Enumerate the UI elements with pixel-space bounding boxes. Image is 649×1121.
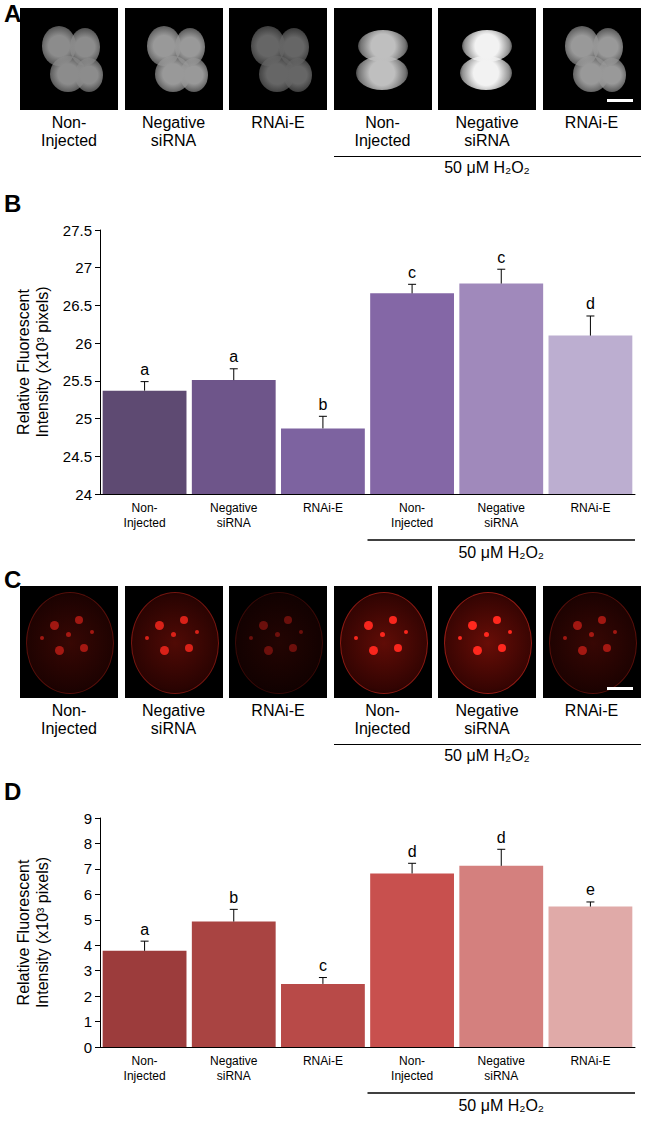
html-text:RNAi-E: RNAi-E bbox=[251, 114, 305, 131]
svg-text:Injected: Injected bbox=[124, 1069, 166, 1083]
html-text:B: B bbox=[4, 190, 22, 217]
svg-text:e: e bbox=[586, 881, 595, 898]
html-text:Non- Injected: Non- Injected bbox=[41, 702, 97, 737]
svg-text:Negative: Negative bbox=[478, 1054, 526, 1068]
svg-text:8: 8 bbox=[84, 835, 92, 852]
svg-text:RNAi-E: RNAi-E bbox=[303, 1054, 343, 1068]
svg-text:7: 7 bbox=[84, 860, 92, 877]
svg-text:2: 2 bbox=[84, 988, 92, 1005]
svg-text:RNAi-E: RNAi-E bbox=[303, 501, 343, 515]
svg-text:Non-: Non- bbox=[399, 1054, 425, 1068]
svg-text:50 μM H₂O₂: 50 μM H₂O₂ bbox=[458, 544, 544, 561]
svg-text:siRNA: siRNA bbox=[484, 1069, 518, 1083]
svg-text:Injected: Injected bbox=[391, 1069, 433, 1083]
svg-text:Relative Fluorescent: Relative Fluorescent bbox=[15, 859, 32, 1005]
svg-text:4: 4 bbox=[84, 937, 92, 954]
svg-text:a: a bbox=[140, 921, 149, 938]
svg-text:siRNA: siRNA bbox=[217, 1069, 251, 1083]
svg-text:Non-: Non- bbox=[132, 1054, 158, 1068]
svg-text:b: b bbox=[229, 889, 238, 906]
svg-text:RNAi-E: RNAi-E bbox=[570, 1054, 610, 1068]
svg-text:6: 6 bbox=[84, 886, 92, 903]
svg-text:24: 24 bbox=[75, 486, 92, 503]
html-text:RNAi-E: RNAi-E bbox=[564, 702, 619, 719]
html-text:C: C bbox=[4, 566, 22, 593]
html-text:Negative siRNA: Negative siRNA bbox=[141, 702, 206, 737]
html-text:Non- Injected: Non- Injected bbox=[41, 114, 97, 149]
html-text:A: A bbox=[4, 0, 22, 27]
html-text:RNAi-E: RNAi-E bbox=[251, 702, 305, 719]
svg-text:Non-: Non- bbox=[132, 501, 158, 515]
svg-text:b: b bbox=[318, 396, 327, 413]
svg-text:9: 9 bbox=[84, 810, 92, 827]
svg-text:RNAi-E: RNAi-E bbox=[570, 501, 610, 515]
html-text:RNAi-E: RNAi-E bbox=[564, 114, 619, 131]
svg-text:24.5: 24.5 bbox=[63, 448, 92, 465]
svg-text:0: 0 bbox=[84, 1039, 92, 1056]
svg-text:siRNA: siRNA bbox=[217, 516, 251, 530]
svg-text:Negative: Negative bbox=[478, 501, 526, 515]
svg-text:25.5: 25.5 bbox=[63, 372, 92, 389]
svg-text:26.5: 26.5 bbox=[63, 297, 92, 314]
html-text:Negative siRNA: Negative siRNA bbox=[455, 702, 519, 737]
svg-text:Relative Fluorescent: Relative Fluorescent bbox=[15, 289, 32, 435]
svg-text:d: d bbox=[586, 295, 595, 312]
svg-text:siRNA: siRNA bbox=[484, 516, 518, 530]
html-text:D: D bbox=[4, 778, 22, 805]
svg-text:a: a bbox=[140, 361, 149, 378]
svg-text:26: 26 bbox=[75, 335, 92, 352]
svg-text:Negative: Negative bbox=[210, 501, 258, 515]
svg-text:d: d bbox=[408, 843, 417, 860]
svg-text:Injected: Injected bbox=[391, 516, 433, 530]
svg-text:27.5: 27.5 bbox=[63, 222, 92, 239]
html-text:50 μM H₂O₂: 50 μM H₂O₂ bbox=[444, 159, 530, 176]
svg-text:25: 25 bbox=[75, 410, 92, 427]
svg-text:c: c bbox=[408, 264, 416, 281]
html-text:Non- Injected: Non- Injected bbox=[354, 702, 411, 737]
svg-text:Non-: Non- bbox=[399, 501, 425, 515]
svg-text:Intensity (x10³ pixels): Intensity (x10³ pixels) bbox=[34, 286, 51, 437]
svg-text:Negative: Negative bbox=[210, 1054, 258, 1068]
html-text:Negative siRNA: Negative siRNA bbox=[455, 114, 519, 149]
svg-text:27: 27 bbox=[75, 259, 92, 276]
svg-text:3: 3 bbox=[84, 962, 92, 979]
svg-text:1: 1 bbox=[84, 1013, 92, 1030]
html-text:50 μM H₂O₂: 50 μM H₂O₂ bbox=[444, 747, 530, 764]
svg-text:d: d bbox=[497, 829, 506, 846]
html-text:Non- Injected: Non- Injected bbox=[354, 114, 411, 149]
svg-text:a: a bbox=[229, 348, 238, 365]
svg-text:50 μM H₂O₂: 50 μM H₂O₂ bbox=[458, 1097, 544, 1114]
svg-text:c: c bbox=[319, 957, 327, 974]
html-text:Negative siRNA: Negative siRNA bbox=[141, 114, 206, 149]
svg-text:5: 5 bbox=[84, 911, 92, 928]
svg-text:Injected: Injected bbox=[124, 516, 166, 530]
svg-text:c: c bbox=[497, 249, 505, 266]
svg-text:Intensity (x10³ pixels): Intensity (x10³ pixels) bbox=[34, 857, 51, 1008]
